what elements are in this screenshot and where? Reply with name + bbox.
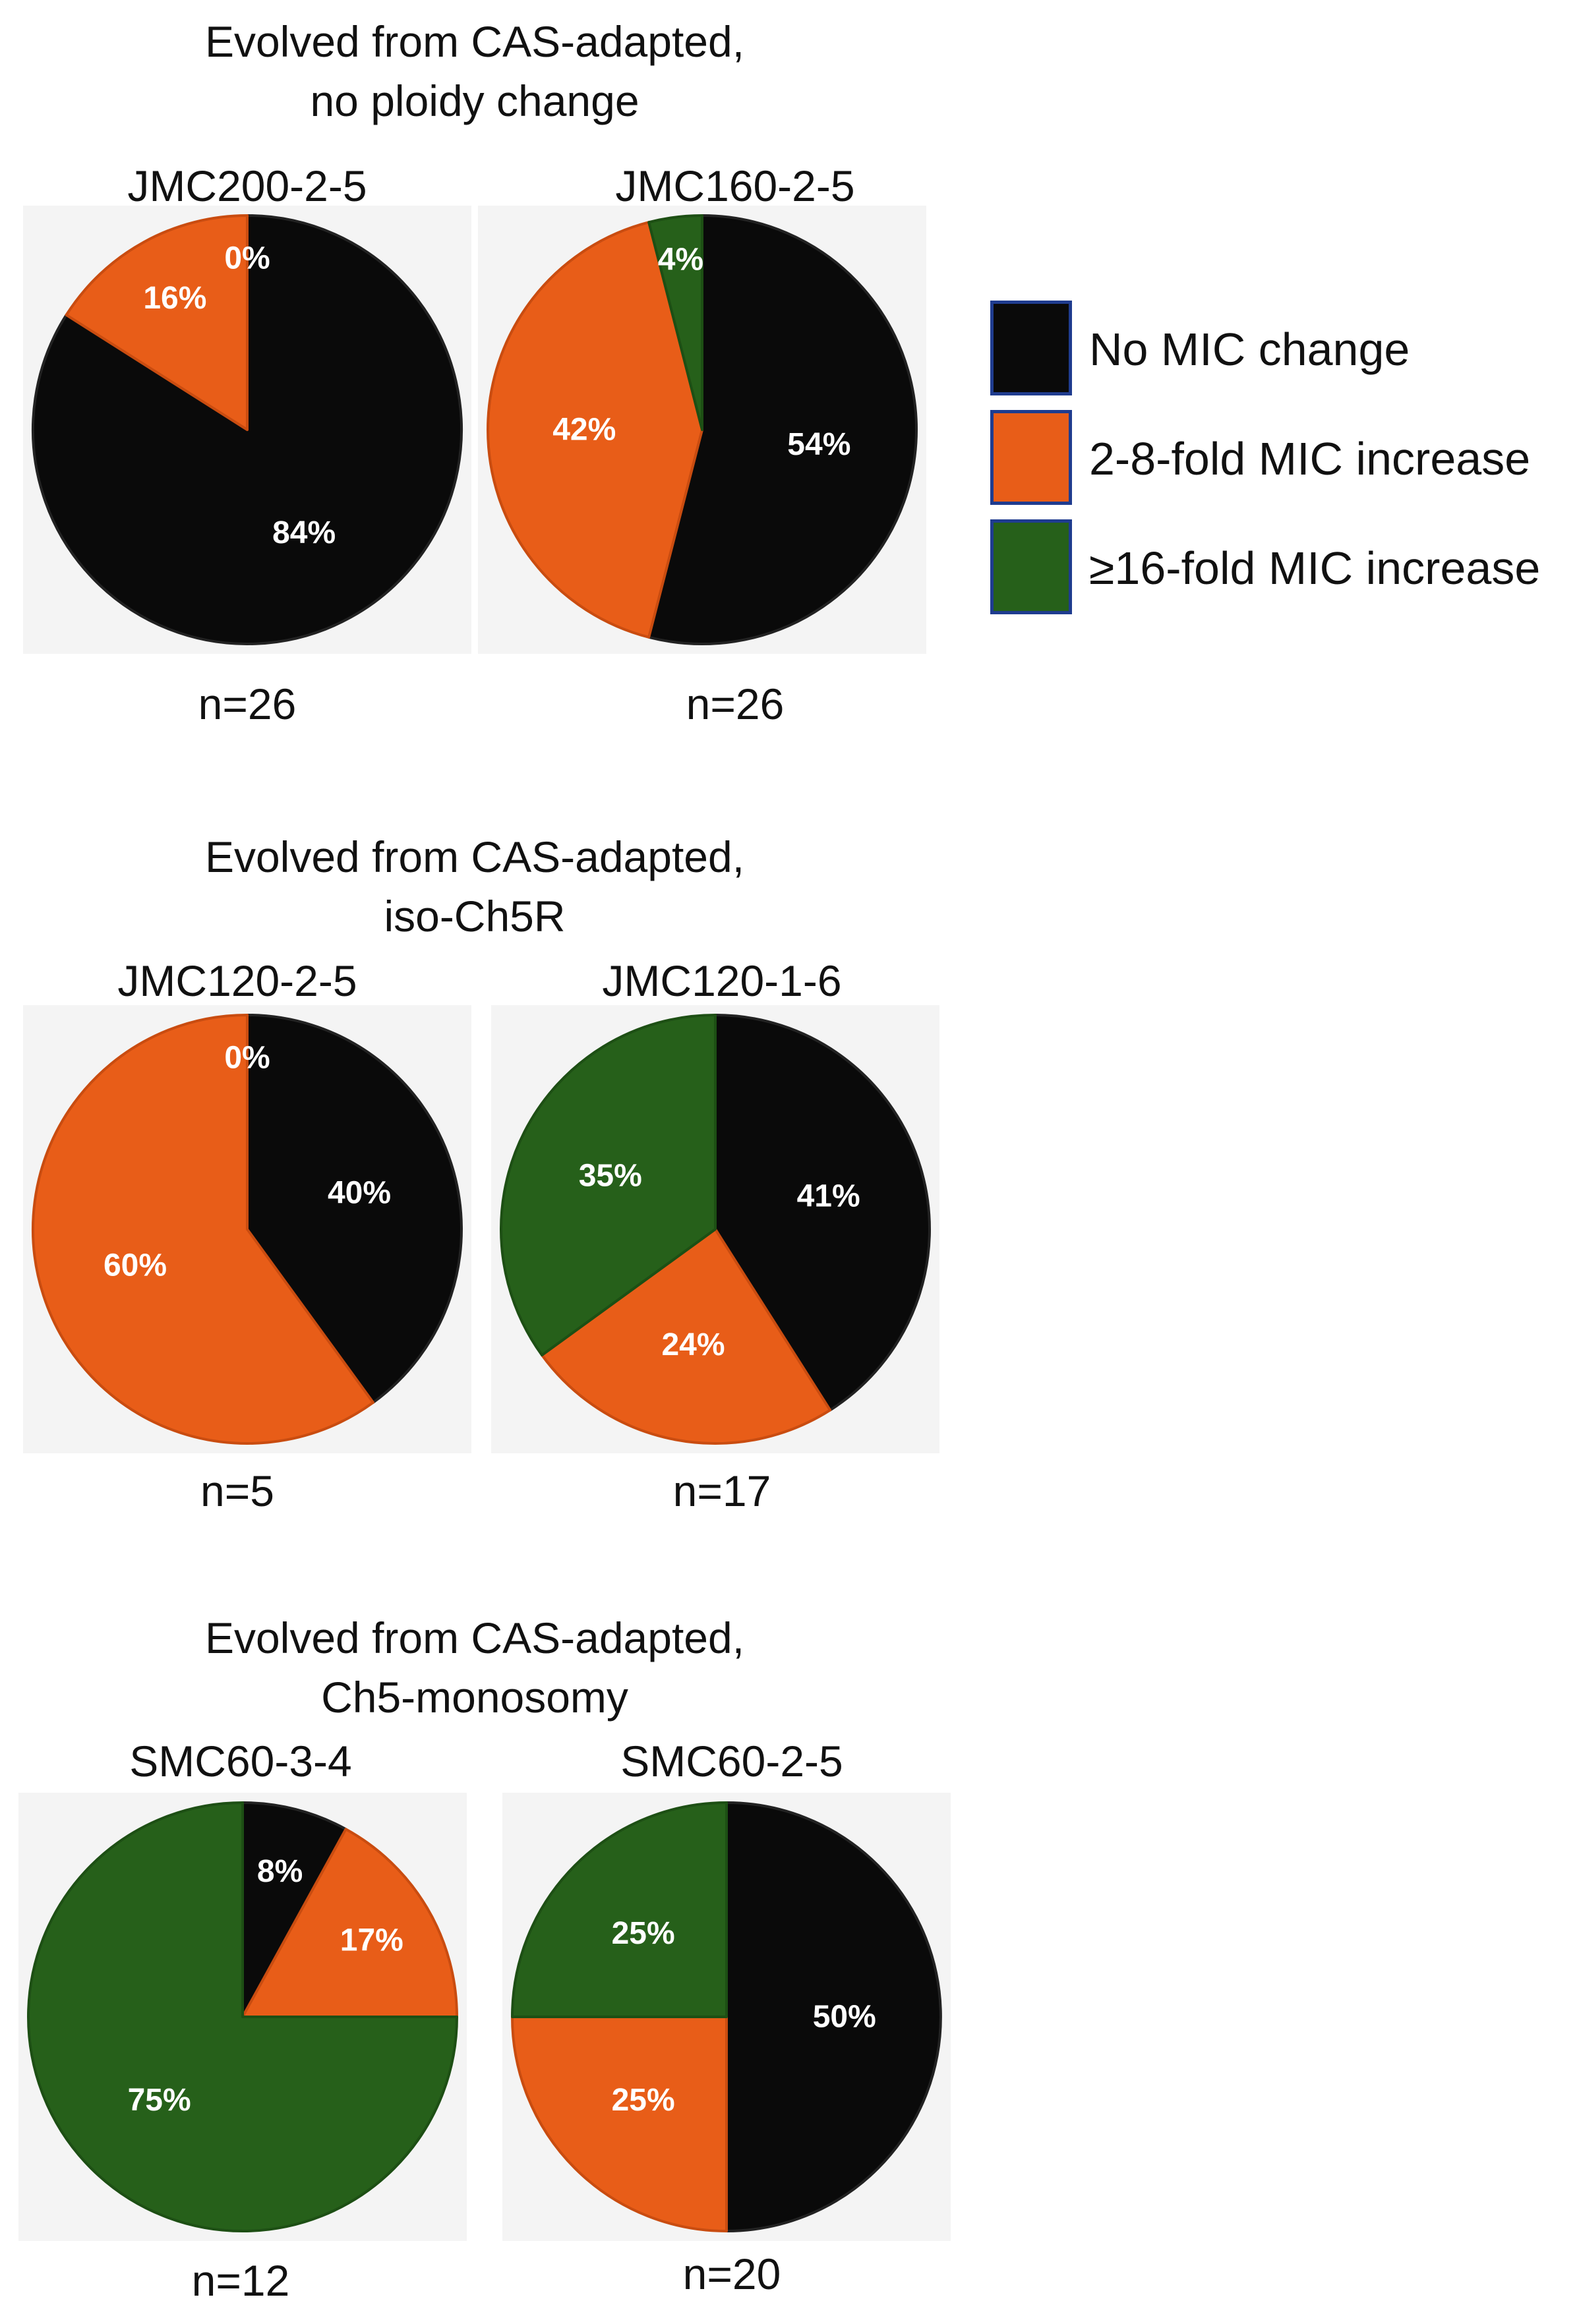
pie-slice-label-2-8-fold-mic-increase: 16%: [143, 281, 206, 316]
pie-slice-label-16-fold-mic-increase: 35%: [579, 1158, 642, 1193]
pie-chart-smc60-3-4: 8% 17% 75%: [18, 1793, 467, 2241]
pie-slice-2-8-fold-mic-increase: [65, 214, 249, 431]
chart-n-jmc120-1-6: n=17: [672, 1467, 771, 1515]
pie-slice-2-8-fold-mic-increase: [241, 1828, 458, 2018]
chart-title-jmc120-1-6: JMC120-1-6: [602, 956, 842, 1005]
chart-n-jmc160-2-5: n=26: [686, 680, 785, 728]
pie-chart-jmc160-2-5: 54% 42% 4%: [478, 206, 926, 654]
pie-slice-label-2-8-fold-mic-increase: 24%: [661, 1327, 725, 1362]
legend: No MIC change 2-8-fold MIC increase ≥16-…: [990, 301, 1570, 629]
pie-slice-no-mic-change: [725, 1801, 942, 2232]
pie-chart-smc60-2-5: 50% 25% 25%: [502, 1793, 951, 2241]
pie-slice-label-no-mic-change: 50%: [813, 2000, 876, 2035]
group-title-line-1: Evolved from CAS-adapted,: [204, 832, 745, 881]
pie-slice-no-mic-change: [241, 1801, 347, 2018]
legend-item-no-mic-change: No MIC change: [990, 301, 1570, 410]
legend-swatch: [990, 410, 1072, 505]
chart-n-smc60-2-5: n=20: [682, 2250, 781, 2298]
chart-title-jmc160-2-5: JMC160-2-5: [615, 161, 855, 210]
pie-chart-jmc200-2-5: 84% 16% 0%: [23, 206, 471, 654]
group-title-line-2: iso-Ch5R: [384, 892, 566, 941]
group-title-line-1: Evolved from CAS-adapted,: [204, 1613, 745, 1662]
pie-slice-label-no-mic-change: 40%: [328, 1175, 391, 1210]
chart-title-smc60-3-4: SMC60-3-4: [129, 1737, 352, 1786]
pie-slice-label-no-mic-change: 8%: [257, 1854, 303, 1889]
pie-svg: 50% 25% 25%: [502, 1793, 951, 2241]
pie-slice-label-16-fold-mic-increase: 0%: [224, 1041, 270, 1076]
pie-slice-label-2-8-fold-mic-increase: 42%: [552, 413, 616, 448]
pie-svg: 54% 42% 4%: [478, 206, 926, 654]
legend-item-16-fold-mic-increase: ≥16-fold MIC increase: [990, 519, 1570, 629]
pie-slice-no-mic-change: [246, 1014, 463, 1404]
pie-slice-2-8-fold-mic-increase: [541, 1228, 832, 1445]
pie-slice-16-fold-mic-increase: [511, 1801, 728, 2018]
legend-label: ≥16-fold MIC increase: [1089, 542, 1541, 594]
pie-slice-label-no-mic-change: 41%: [797, 1179, 860, 1214]
pie-slice-label-2-8-fold-mic-increase: 25%: [612, 2083, 675, 2118]
pie-slice-label-16-fold-mic-increase: 25%: [612, 1916, 675, 1951]
chart-title-smc60-2-5: SMC60-2-5: [620, 1737, 843, 1786]
group-title-no-ploidy-change: Evolved from CAS-adapted, no ploidy chan…: [13, 12, 936, 131]
pie-slice-label-no-mic-change: 54%: [787, 427, 850, 462]
chart-title-jmc200-2-5: JMC200-2-5: [127, 161, 367, 210]
chart-title-jmc120-2-5: JMC120-2-5: [117, 956, 357, 1005]
legend-label: 2-8-fold MIC increase: [1089, 433, 1531, 484]
group-title-ch5-monosomy: Evolved from CAS-adapted, Ch5-monosomy: [13, 1608, 936, 1727]
legend-item-2-8-fold-mic-increase: 2-8-fold MIC increase: [990, 410, 1570, 519]
pie-slice-2-8-fold-mic-increase: [486, 221, 703, 639]
pie-slice-16-fold-mic-increase: [27, 1801, 458, 2232]
pie-slice-label-2-8-fold-mic-increase: 60%: [104, 1248, 167, 1283]
pie-slice-2-8-fold-mic-increase: [32, 1014, 375, 1445]
pie-slice-label-2-8-fold-mic-increase: 17%: [340, 1923, 403, 1958]
pie-slice-16-fold-mic-increase: [647, 214, 703, 431]
pie-svg: 84% 16% 0%: [23, 206, 471, 654]
pie-svg: 41% 24% 35%: [491, 1005, 939, 1453]
group-title-line-2: no ploidy change: [310, 76, 640, 125]
legend-swatch: [990, 519, 1072, 614]
pie-svg: 40% 60% 0%: [23, 1005, 471, 1453]
legend-label: No MIC change: [1089, 324, 1410, 375]
pie-slice-label-16-fold-mic-increase: 75%: [128, 2083, 191, 2118]
pie-slice-no-mic-change: [647, 214, 918, 645]
chart-n-smc60-3-4: n=12: [191, 2256, 290, 2305]
chart-n-jmc200-2-5: n=26: [198, 680, 297, 728]
pie-slice-2-8-fold-mic-increase: [511, 2016, 728, 2232]
group-title-line-1: Evolved from CAS-adapted,: [204, 17, 745, 66]
pie-chart-jmc120-1-6: 41% 24% 35%: [491, 1005, 939, 1453]
pie-svg: 8% 17% 75%: [18, 1793, 467, 2241]
pie-slice-label-no-mic-change: 84%: [272, 515, 336, 550]
pie-slice-label-16-fold-mic-increase: 0%: [224, 241, 270, 276]
pie-slice-label-16-fold-mic-increase: 4%: [658, 243, 703, 277]
pie-slice-16-fold-mic-increase: [500, 1014, 717, 1357]
legend-swatch: [990, 301, 1072, 395]
group-title-iso-ch5r: Evolved from CAS-adapted, iso-Ch5R: [13, 827, 936, 946]
chart-n-jmc120-2-5: n=5: [200, 1467, 274, 1515]
group-title-line-2: Ch5-monosomy: [321, 1673, 628, 1722]
pie-chart-jmc120-2-5: 40% 60% 0%: [23, 1005, 471, 1453]
